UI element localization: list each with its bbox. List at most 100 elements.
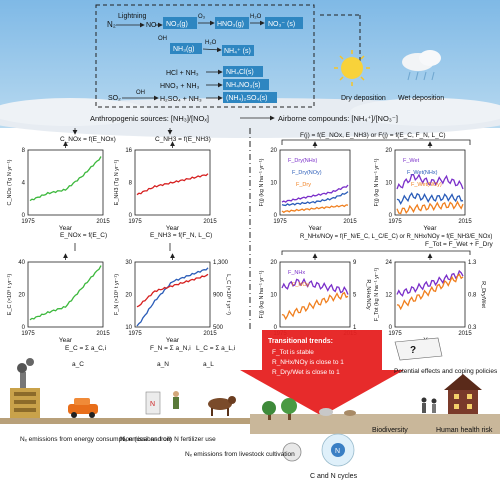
y-axis-label: F_N (×10⁹ t yr⁻¹) [113,274,120,315]
y-tick-label: 0 [274,213,278,219]
legend-label: F_Wet(NOy) [411,182,442,188]
y-tick-label: 10 [125,325,132,331]
nh4no3-label: NH₄NO₃(s) [226,82,260,89]
x-tick-label: 2015 [96,219,110,225]
hcl-reaction: HCl + NH₃ [166,70,199,77]
series-line-1 [136,273,209,308]
eq-e-nox: E_NOx = f(E_C) [60,232,107,239]
cloud-left [0,98,150,126]
airborne-compounds-label: Airborne compounds: [NH₄⁺]/[NO₃⁻] [278,114,398,123]
series-line-0 [281,184,349,203]
series-line-0 [29,156,102,202]
chemistry-box [95,4,315,108]
biodiversity-label: Biodiversity [372,427,408,434]
y-axis-label: E_NH3 (Tg N yr⁻¹) [114,159,120,205]
y-axis-label: F(j) (kg N ha⁻¹ yr⁻¹) [259,158,265,206]
series-line-0 [29,265,102,321]
x-tick-label: 1975 [388,219,402,225]
factory-icon [10,358,40,418]
n-label: N [335,448,340,455]
eq-ec-sum: E_C = Σ a_C,i [65,345,106,352]
trees-icon [262,398,297,420]
y-axis-label-right: R_NHx/NOy [365,279,371,310]
series-line-0 [281,277,349,295]
y-tick-label-right: 500 [213,325,224,331]
so2-label: SO₂ [108,95,121,102]
x-axis-label: Year [59,337,73,344]
x-tick-label: 1975 [21,331,35,337]
series-line-1 [396,192,464,205]
chart-frame [394,261,466,328]
y-tick-label: 0 [389,213,393,219]
bracket-ratio [281,250,471,255]
y-tick-label-right: 5 [353,293,357,299]
h2o-label-2: H₂O [205,40,217,46]
animals-icon [319,408,356,416]
human-health-label: Human health risk [436,427,493,434]
x-axis-label: Year [166,337,180,344]
y-tick-label: 30 [125,260,132,266]
chart-f_n: 10 20 30 500 900 1,300 1975 2015 Year F_N (×10⁹ t… [113,253,232,344]
bracket-f-top [281,139,471,145]
y-tick-label: 0 [22,325,26,331]
series-line-0 [136,267,209,327]
x-axis-label: Year [423,225,437,232]
y-tick-label: 0 [129,213,133,219]
x-tick-label: 1975 [273,219,287,225]
nh4cl-box [223,66,263,77]
fertilizer-label: Nₓ emissions from N fertilizer use [120,436,216,443]
y-tick-label: 10 [385,181,392,187]
legend-label: F_Dry [296,182,311,188]
no2-box [163,17,197,29]
energy-label-group: Nₓ emissions from energy consumption (co… [20,436,172,443]
legend-label: F_Dry(NOy) [292,170,322,176]
cloud-right [350,98,500,126]
x-tick-label: 2015 [458,219,472,225]
cycles-label: C and N cycles [310,473,358,480]
dry-deposition-label: Dry deposition [341,95,386,102]
x-tick-label: 1975 [128,219,142,225]
transitional-item-3: R_Dry/Wet is close to 1 [272,369,340,376]
no2-label: NO₂(g) [166,21,188,28]
x-axis-label: Year [166,225,180,232]
series-line-1 [281,191,349,207]
y-tick-label: 40 [18,260,25,266]
chart-frame [27,149,104,216]
y-axis-label: F_Tot (kg N ha⁻¹ yr⁻¹) [374,268,380,322]
a-n-label: a_N [157,361,169,368]
nh3g-label: NH₃(g) [173,46,195,53]
anthropogenic-sources-label: Anthropogenic sources: [NH₃]/[NOₓ] [90,114,209,123]
y-tick-label-right: 0.8 [468,293,477,299]
n2-label: N₂ [107,20,116,29]
nh4cl-label: NH₄Cl(s) [226,69,254,76]
x-axis-label: Year [59,225,73,232]
legend-label: F_Wet(NHx) [407,170,438,176]
oh-label-2: OH [136,90,145,96]
x-tick-label: 2015 [343,219,357,225]
eq-lc-sum: L_C = Σ a_L,i [196,345,235,352]
y-tick-label: 16 [125,148,132,154]
no3-box [265,17,303,29]
eq-ratio: R_NHx/NOy = f(F_N/E_C, L_C/E_C) or R_NHx… [300,234,492,240]
series-line-1 [281,291,349,321]
n-cycle-icon [321,433,355,467]
chart-c_nh3: 0 8 16 1975 2015 Year E_NH3 (Tg N yr⁻¹) [114,141,217,232]
farmer-icon [173,391,179,409]
eq-ftot: F_Tot = F_Wet + F_Dry [425,241,494,248]
nh3g-box [170,43,202,54]
y-tick-label: 12 [385,293,392,299]
car-icon [68,398,98,418]
no3-label: NO₃⁻ (s) [268,21,295,28]
y-tick-label: 24 [385,260,392,266]
nh4-box [222,45,254,56]
y-tick-label: 20 [270,148,277,154]
y-axis-label: E_C (×10⁸ t yr⁻¹) [6,274,13,316]
o3-label: O₃ [198,14,206,20]
y-tick-label: 20 [270,260,277,266]
chart-f_j_wet: 0 10 20 1975 2015 Year F(j) (kg N ha⁻¹ yr⁻¹) F_… [374,141,472,232]
y-tick-label: 10 [270,293,277,299]
cow-icon [208,396,236,416]
hno3-reaction: HNO₃ + NH₃ [160,83,199,90]
y-tick-label-right: 900 [213,293,224,299]
